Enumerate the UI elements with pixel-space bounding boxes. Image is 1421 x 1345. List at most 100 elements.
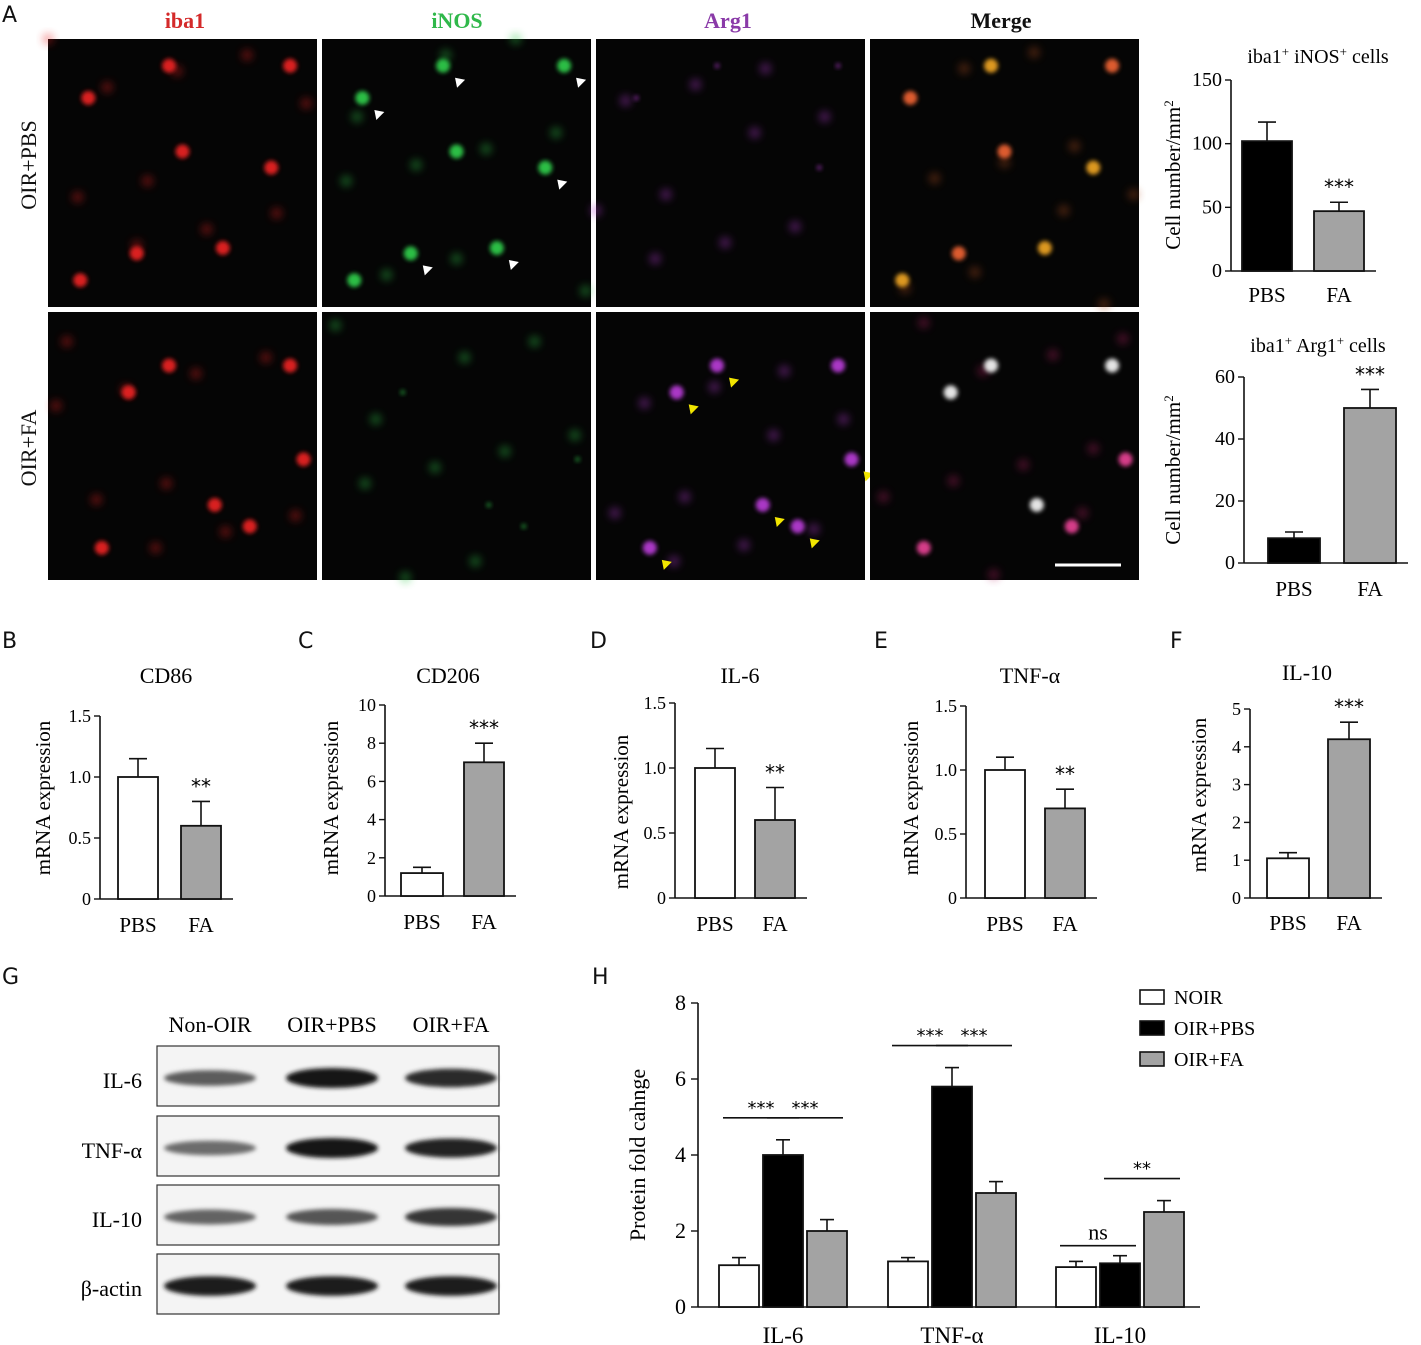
column-label-merge: Merge bbox=[970, 8, 1031, 33]
blot-band bbox=[286, 1276, 378, 1296]
y-tick-label: 50 bbox=[1202, 196, 1222, 218]
panel-letter-e: E bbox=[874, 629, 888, 654]
y-tick-label: 60 bbox=[1215, 366, 1235, 388]
blot-lane-label: Non-OIR bbox=[168, 1012, 251, 1037]
chart-title: iba1+ Arg1+ cells bbox=[1250, 333, 1386, 358]
panel-letter-a: A bbox=[2, 3, 17, 28]
y-tick-label: 0.5 bbox=[935, 824, 958, 844]
bar-chart-b: CD86 mRNA expression 0 0.5 1.0 1.5 PBS FA ** bbox=[31, 663, 233, 937]
y-tick-label: 1.0 bbox=[69, 767, 92, 787]
arrowhead-icon bbox=[774, 516, 785, 527]
significance-label: *** bbox=[1324, 175, 1354, 199]
x-tick-label: FA bbox=[1326, 283, 1352, 307]
y-tick-label: 1 bbox=[1232, 850, 1241, 870]
arrowhead-icon bbox=[455, 77, 466, 88]
y-tick-label: 1.0 bbox=[644, 758, 667, 778]
bar bbox=[984, 769, 1026, 899]
panel-letter-d: D bbox=[590, 629, 607, 654]
y-tick-label: 3 bbox=[1232, 775, 1241, 795]
x-tick-label: PBS bbox=[696, 912, 733, 936]
y-tick-label: 0 bbox=[1225, 552, 1235, 574]
micro-row-labels: OIR+PBS OIR+FA bbox=[16, 120, 41, 486]
micrograph-tile bbox=[322, 312, 591, 584]
chart-title: IL-10 bbox=[1282, 660, 1332, 685]
blot-band bbox=[405, 1276, 497, 1296]
legend-label: OIR+PBS bbox=[1174, 1018, 1255, 1040]
bar-chart-c: CD206 mRNA expression 0 2 4 6 8 10 PBS FA *** bbox=[319, 663, 516, 934]
column-label-iba1: iba1 bbox=[165, 8, 205, 33]
blot-row-label: IL-10 bbox=[92, 1207, 142, 1232]
x-tick-label: FA bbox=[471, 910, 497, 934]
significance-label: *** bbox=[792, 1098, 819, 1119]
blot-band bbox=[164, 1276, 256, 1296]
blot-band bbox=[164, 1070, 256, 1086]
bar-chart-d: IL-6 mRNA expression 0 0.5 1.0 1.5 PBS FA ** bbox=[609, 663, 807, 936]
y-tick-label: 10 bbox=[358, 695, 376, 715]
y-tick-label: 150 bbox=[1192, 69, 1222, 91]
y-tick-label: 8 bbox=[367, 733, 376, 753]
blot-band bbox=[405, 1208, 497, 1226]
y-axis-label: mRNA expression bbox=[31, 720, 55, 875]
bar bbox=[931, 1085, 973, 1308]
bar bbox=[117, 776, 159, 900]
bar bbox=[806, 1230, 848, 1308]
micrograph-tile bbox=[42, 33, 317, 307]
y-tick-label: 8 bbox=[675, 990, 686, 1015]
bar bbox=[718, 1264, 760, 1308]
panel-letter-b: B bbox=[2, 629, 17, 654]
y-tick-label: 0 bbox=[367, 886, 376, 906]
x-tick-label: TNF-α bbox=[920, 1323, 983, 1345]
blot-row-label: TNF-α bbox=[82, 1138, 143, 1163]
y-tick-label: 2 bbox=[675, 1218, 686, 1243]
panel-letters: A B C D E F G H bbox=[2, 3, 1183, 990]
blot-lane-label: OIR+PBS bbox=[287, 1012, 376, 1037]
bar bbox=[463, 761, 505, 897]
chart-title: IL-6 bbox=[720, 663, 759, 688]
y-axis-label: mRNA expression bbox=[1187, 717, 1211, 872]
y-tick-label: 2 bbox=[367, 848, 376, 868]
micrograph-tile bbox=[590, 39, 865, 307]
micrograph-tile bbox=[322, 33, 592, 307]
x-tick-label: PBS bbox=[986, 912, 1023, 936]
x-tick-label: PBS bbox=[119, 913, 156, 937]
chart-title: TNF-α bbox=[1000, 663, 1061, 688]
blot-band bbox=[164, 1209, 256, 1225]
bar bbox=[180, 824, 222, 900]
x-tick-label: FA bbox=[1052, 912, 1078, 936]
bar bbox=[1343, 407, 1397, 564]
y-tick-label: 1.5 bbox=[69, 706, 92, 726]
y-tick-label: 1.0 bbox=[935, 760, 958, 780]
x-tick-label: PBS bbox=[1275, 577, 1312, 601]
arrowhead-icon bbox=[374, 109, 385, 120]
western-blot: Non-OIR OIR+PBS OIR+FA IL-6 TNF-α IL-10 β-acti… bbox=[81, 1012, 500, 1315]
panel-letter-c: C bbox=[298, 629, 313, 654]
blot-row: β-actin bbox=[81, 1253, 500, 1315]
bar-chart-f: IL-10 mRNA expression 0 1 2 3 4 5 PBS FA *** bbox=[1187, 660, 1382, 935]
bar bbox=[1055, 1266, 1097, 1308]
arrowhead-icon bbox=[729, 377, 740, 388]
x-tick-label: IL-6 bbox=[763, 1323, 804, 1345]
significance-label: *** bbox=[1334, 695, 1364, 719]
significance-label: ** bbox=[1055, 762, 1075, 786]
chart-title: CD86 bbox=[140, 663, 193, 688]
y-tick-label: 1.5 bbox=[935, 696, 958, 716]
chart-title: CD206 bbox=[416, 663, 480, 688]
column-label-arg1: Arg1 bbox=[704, 8, 752, 33]
y-tick-label: 1.5 bbox=[644, 693, 667, 713]
micrograph-tile bbox=[870, 39, 1140, 311]
bar-chart-e: TNF-α mRNA expression 0 0.5 1.0 1.5 PBS FA ** bbox=[899, 663, 1097, 936]
bar bbox=[1266, 857, 1310, 899]
bar-chart-a2: iba1+ Arg1+ cells Cell number/mm2 0 20 40 60 P… bbox=[1161, 333, 1408, 601]
legend-swatch bbox=[1139, 1020, 1165, 1036]
y-tick-label: 0 bbox=[675, 1294, 686, 1319]
y-tick-label: 0 bbox=[1212, 260, 1222, 282]
y-tick-label: 20 bbox=[1215, 490, 1235, 512]
legend-swatch bbox=[1139, 989, 1165, 1005]
bar bbox=[754, 819, 796, 899]
x-tick-label: FA bbox=[1336, 911, 1362, 935]
chart-title: iba1+ iNOS+ cells bbox=[1247, 44, 1389, 69]
bar bbox=[694, 767, 736, 899]
legend-label: OIR+FA bbox=[1174, 1049, 1244, 1071]
y-tick-label: 2 bbox=[1232, 812, 1241, 832]
y-tick-label: 40 bbox=[1215, 428, 1235, 450]
